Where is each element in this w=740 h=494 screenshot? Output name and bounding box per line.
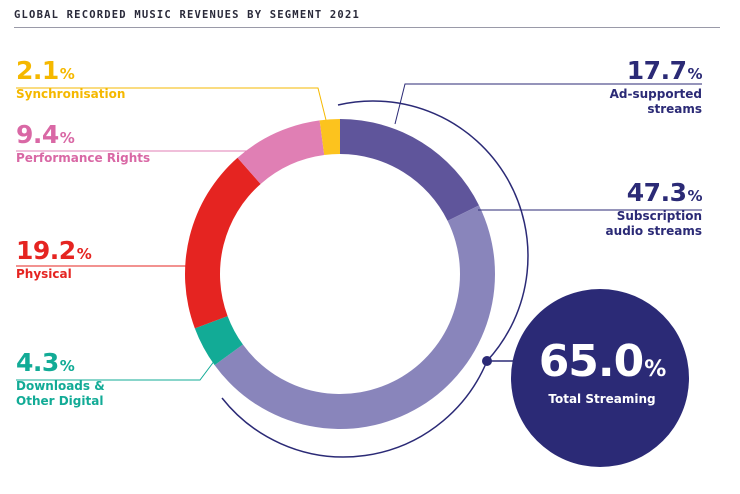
slice-subscription-audio-streams: [214, 205, 496, 430]
slice-physical: [184, 157, 261, 329]
synch-name: Synchronisation: [16, 87, 126, 101]
leader-synchronisation: [16, 87, 327, 121]
streaming-bracket-lower: [221, 360, 488, 458]
title-rule: [14, 27, 720, 28]
ad-name-line2: streams: [647, 102, 702, 116]
leader-lines: [16, 83, 702, 381]
label-performance-rights: 9.4% Performance Rights: [16, 120, 151, 165]
bracket-dot: [482, 356, 492, 366]
down-value: 4.3: [16, 348, 59, 377]
label-downloads: 4.3% Downloads & Other Digital: [16, 348, 105, 408]
donut-slices: [184, 119, 496, 430]
subs-name-line1: Subscription: [616, 209, 702, 223]
label-subscription: 47.3% Subscription audio streams: [605, 178, 703, 238]
slice-synchronisation: [319, 119, 340, 156]
total-streaming-label: Total Streaming: [548, 392, 656, 406]
label-physical: 19.2% Physical: [16, 236, 92, 281]
phys-name: Physical: [16, 267, 72, 281]
slice-ad-supported-streams: [340, 119, 479, 221]
leader-ad: [394, 83, 702, 125]
slice-downloads-other-digital: [194, 316, 243, 366]
total-streaming-value: 65.0%: [538, 336, 667, 387]
perf-name: Performance Rights: [16, 151, 151, 165]
total-streaming-circle: [511, 289, 689, 467]
chart-title: GLOBAL RECORDED MUSIC REVENUES BY SEGMEN…: [14, 9, 360, 21]
subs-name-line2: audio streams: [605, 224, 702, 238]
label-synchronisation: 2.1% Synchronisation: [16, 56, 126, 101]
down-name-line2: Other Digital: [16, 394, 104, 408]
phys-value: 19.2: [16, 236, 76, 265]
subs-value: 47.3: [626, 178, 687, 207]
streaming-bracket: [337, 100, 529, 362]
perf-value: 9.4: [16, 120, 59, 149]
ad-name-line1: Ad-supported: [609, 87, 702, 101]
slice-performance-rights: [237, 120, 325, 184]
ad-value: 17.7: [626, 56, 687, 85]
leader-downloads: [16, 355, 219, 381]
synch-value: 2.1: [16, 56, 59, 85]
down-name-line1: Downloads &: [16, 379, 105, 393]
label-ad-supported: 17.7% Ad-supported streams: [609, 56, 703, 116]
